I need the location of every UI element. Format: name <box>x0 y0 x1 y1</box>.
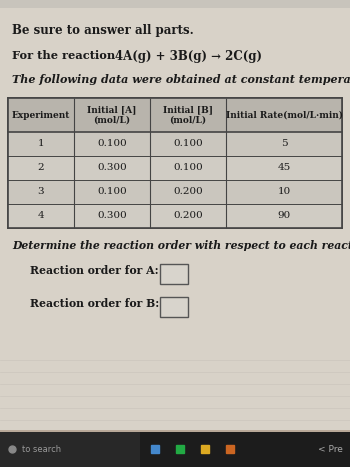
Text: 0.100: 0.100 <box>173 163 203 172</box>
Text: The following data were obtained at constant temperature:: The following data were obtained at cons… <box>12 74 350 85</box>
Text: Reaction order for B:: Reaction order for B: <box>30 298 159 309</box>
Text: Experiment: Experiment <box>12 111 70 120</box>
Text: Initial [A]
(mol/L): Initial [A] (mol/L) <box>87 105 137 125</box>
Text: 5: 5 <box>281 140 287 149</box>
Text: 90: 90 <box>277 212 290 220</box>
Text: 0.100: 0.100 <box>97 140 127 149</box>
Bar <box>0 432 140 467</box>
Text: For the reaction: For the reaction <box>12 50 115 61</box>
Bar <box>160 297 188 317</box>
Text: 0.200: 0.200 <box>173 187 203 197</box>
Text: 0.100: 0.100 <box>97 187 127 197</box>
Text: 4: 4 <box>38 212 44 220</box>
Text: 1: 1 <box>38 140 44 149</box>
Text: 3: 3 <box>38 187 44 197</box>
Text: 0.300: 0.300 <box>97 212 127 220</box>
Bar <box>8 132 342 156</box>
Bar <box>8 180 342 204</box>
Text: < Pre: < Pre <box>318 445 343 453</box>
Text: 0.300: 0.300 <box>97 163 127 172</box>
Text: 0.200: 0.200 <box>173 212 203 220</box>
Text: 4A(g) + 3B(g) → 2C(g): 4A(g) + 3B(g) → 2C(g) <box>115 50 262 63</box>
Text: Be sure to answer all parts.: Be sure to answer all parts. <box>12 24 194 37</box>
Text: Determine the reaction order with respect to each reactant.: Determine the reaction order with respec… <box>12 240 350 251</box>
Text: Initial [B]
(mol/L): Initial [B] (mol/L) <box>163 105 213 125</box>
Text: 2: 2 <box>38 163 44 172</box>
Text: 10: 10 <box>277 187 290 197</box>
Bar <box>8 98 342 228</box>
Text: 45: 45 <box>277 163 290 172</box>
Text: to search: to search <box>22 445 61 453</box>
Bar <box>0 432 350 467</box>
Text: Reaction order for A:: Reaction order for A: <box>30 265 159 276</box>
Bar <box>8 98 342 132</box>
Text: 0.100: 0.100 <box>173 140 203 149</box>
Text: Initial Rate(mol/L·min): Initial Rate(mol/L·min) <box>225 111 343 120</box>
Bar <box>160 264 188 284</box>
Bar <box>8 204 342 228</box>
Bar <box>0 0 350 8</box>
Bar <box>8 156 342 180</box>
